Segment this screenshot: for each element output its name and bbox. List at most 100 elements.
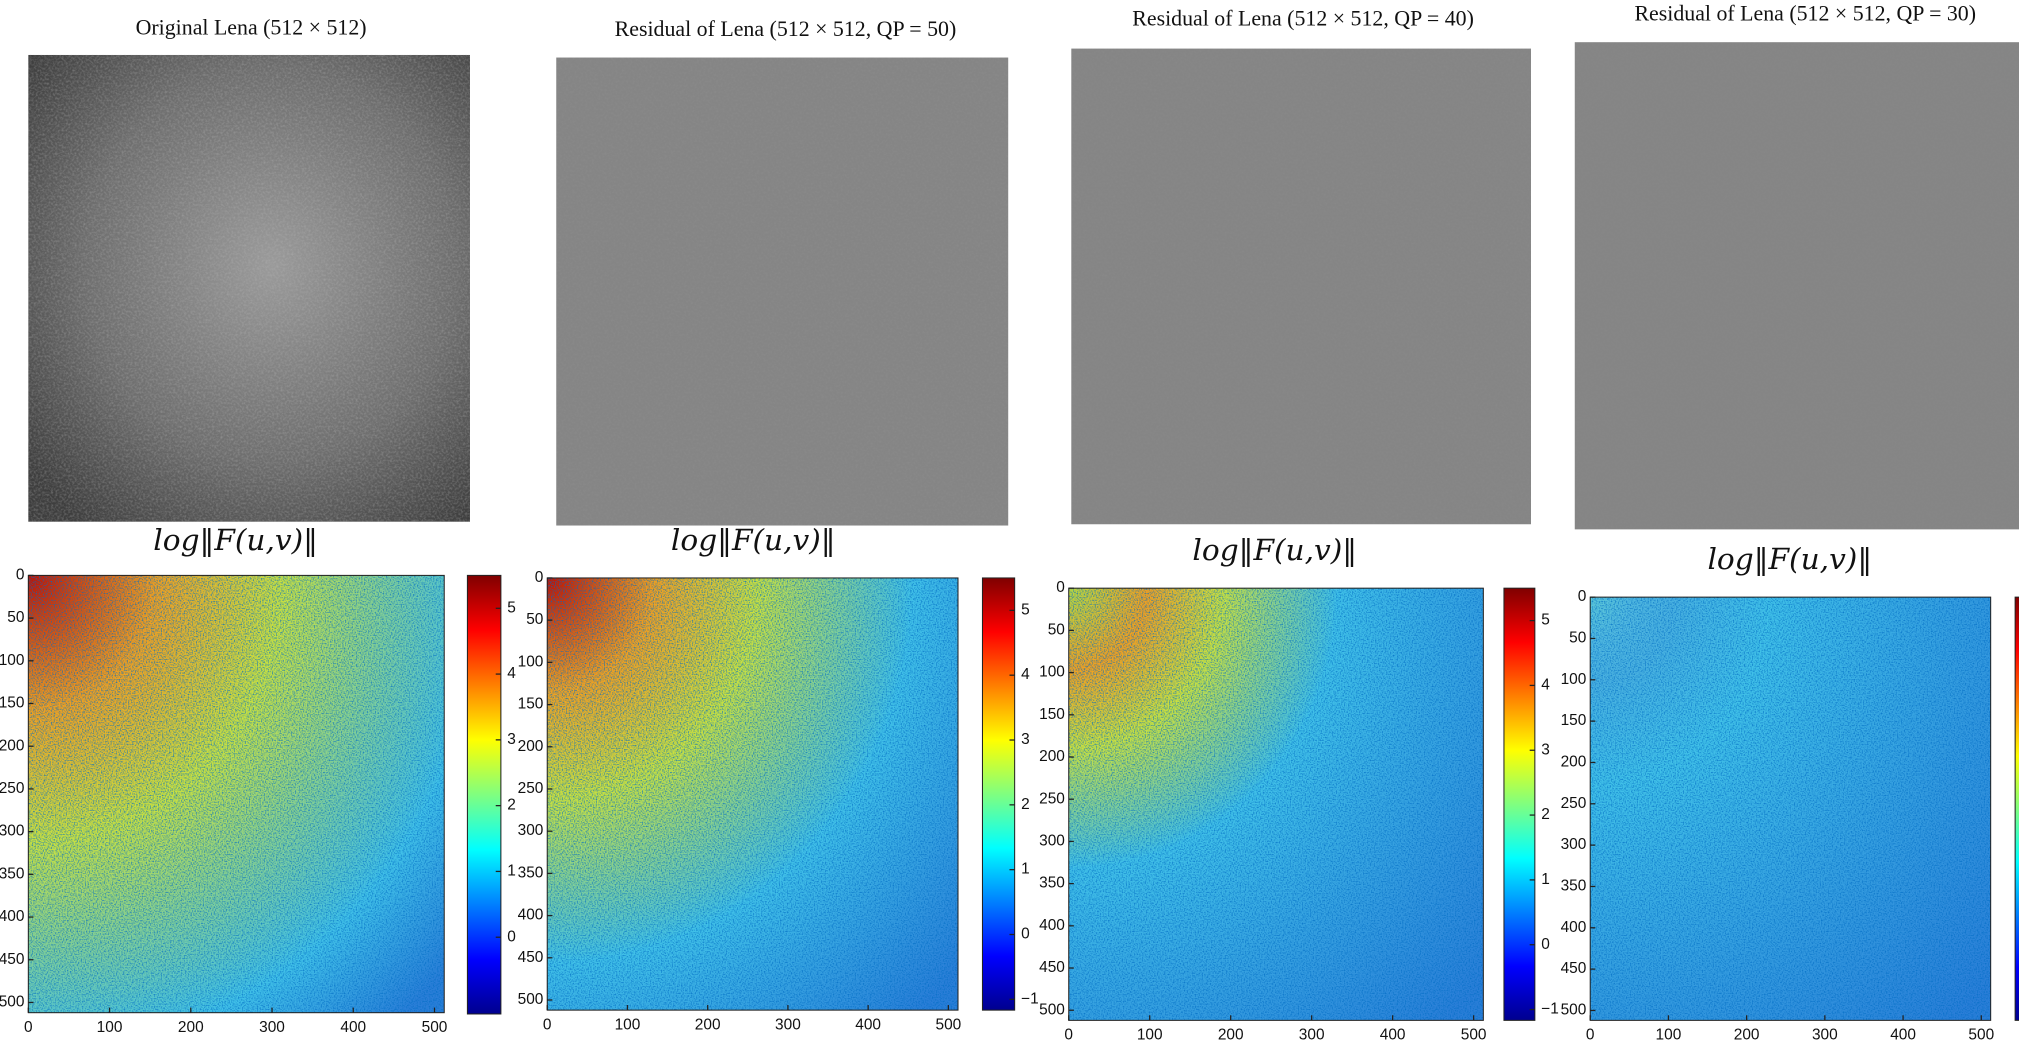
x-tick-label: 500: [1968, 1027, 1994, 1044]
y-tick-label: 200: [518, 738, 544, 755]
image-texture: [556, 57, 1009, 526]
y-tick-label: 0: [1056, 579, 1065, 596]
image-texture: [1071, 48, 1531, 525]
spectrum-title: log‖F(u,v)‖: [153, 523, 318, 557]
y-tick-label: 50: [526, 611, 543, 628]
y-tick-label: 50: [1569, 630, 1586, 647]
heatmap-frame: [1068, 587, 1484, 1021]
y-tick-label: 400: [1561, 919, 1587, 936]
colorbar-tick-label: 5: [1541, 612, 1550, 629]
x-tick-label: 0: [1586, 1027, 1595, 1044]
colorbar-tick-label: 4: [1021, 666, 1030, 683]
y-tick-label: 450: [1039, 959, 1065, 976]
x-tick-label: 100: [97, 1019, 123, 1036]
colorbar-tick-label: 2: [1541, 806, 1550, 823]
colorbar: [466, 574, 502, 1015]
colorbar-tick-label: 3: [507, 731, 516, 748]
heatmap-frame: [1589, 596, 1992, 1021]
x-tick-label: 300: [1299, 1027, 1325, 1044]
colorbar-tick-label: 2: [1021, 796, 1030, 813]
x-tick-label: 0: [543, 1017, 552, 1034]
x-tick-label: 200: [1734, 1027, 1760, 1044]
y-tick-label: 300: [1561, 836, 1587, 853]
colorbar-tick-label: 1: [1541, 871, 1550, 888]
colorbar-tick-label: −1: [1021, 990, 1039, 1007]
colorbar-tick-label: 4: [1541, 677, 1550, 694]
x-tick-label: 400: [855, 1017, 881, 1034]
colorbar-tick-label: 2: [507, 797, 516, 814]
y-tick-label: 0: [1578, 588, 1587, 605]
colorbar-tick-label: 1: [507, 863, 516, 880]
colorbar-tick-label: 3: [1021, 731, 1030, 748]
panel-title: Residual of Lena (512 × 512, QP = 50): [615, 17, 957, 41]
y-tick-label: 500: [1561, 1002, 1587, 1019]
heatmap-noise: [28, 575, 445, 1013]
y-tick-label: 500: [0, 994, 24, 1011]
x-tick-label: 300: [1812, 1027, 1838, 1044]
y-tick-label: 200: [1039, 748, 1065, 765]
heatmap-noise: [547, 577, 958, 1011]
y-tick-label: 350: [518, 864, 544, 881]
y-tick-label: 450: [0, 951, 24, 968]
y-tick-label: 250: [0, 780, 24, 797]
y-tick-label: 150: [0, 695, 24, 712]
x-tick-label: 500: [1461, 1027, 1487, 1044]
y-tick-label: 250: [1039, 790, 1065, 807]
y-tick-label: 350: [0, 865, 24, 882]
y-tick-label: 50: [1048, 621, 1065, 638]
y-tick-label: 300: [0, 823, 24, 840]
y-tick-label: 300: [518, 822, 544, 839]
x-tick-label: 0: [1064, 1027, 1073, 1044]
y-tick-label: 250: [1561, 795, 1587, 812]
x-tick-label: 500: [422, 1019, 448, 1036]
image-texture: [28, 54, 470, 522]
x-tick-label: 300: [775, 1017, 801, 1034]
heatmap-frame: [27, 574, 445, 1014]
image-texture: [1574, 42, 2019, 530]
y-tick-label: 0: [535, 569, 544, 586]
y-tick-label: 250: [518, 780, 544, 797]
y-tick-label: 300: [1039, 833, 1065, 850]
panel-title: Residual of Lena (512 × 512, QP = 40): [1132, 7, 1474, 31]
spectrum-title: log‖F(u,v)‖: [1192, 533, 1357, 567]
x-tick-label: 400: [1890, 1027, 1916, 1044]
y-tick-label: 100: [518, 653, 544, 670]
panel-title: Original Lena (512 × 512): [136, 16, 367, 40]
spectrum-title: log‖F(u,v)‖: [1707, 542, 1872, 576]
y-tick-label: 150: [1039, 706, 1065, 723]
panel-title: Residual of Lena (512 × 512, QP = 30): [1634, 2, 1976, 26]
spectrum-title: log‖F(u,v)‖: [671, 523, 836, 557]
x-tick-label: 300: [259, 1019, 285, 1036]
y-tick-label: 200: [0, 737, 24, 754]
x-tick-label: 400: [340, 1019, 366, 1036]
colorbar: [2014, 596, 2019, 1021]
colorbar-tick-label: 4: [507, 665, 516, 682]
y-tick-label: 200: [1561, 754, 1587, 771]
y-tick-label: 350: [1561, 878, 1587, 895]
y-tick-label: 50: [7, 609, 24, 626]
x-tick-label: 100: [1137, 1027, 1163, 1044]
colorbar-tick-label: 0: [1021, 926, 1030, 943]
colorbar-tick-label: 5: [1021, 601, 1030, 618]
y-tick-label: 0: [16, 566, 25, 583]
x-tick-label: 200: [1218, 1027, 1244, 1044]
y-tick-label: 150: [1561, 712, 1587, 729]
y-tick-label: 500: [518, 991, 544, 1008]
y-tick-label: 400: [1039, 917, 1065, 934]
y-tick-label: 100: [1039, 664, 1065, 681]
heatmap-frame: [546, 577, 959, 1011]
colorbar-tick-label: 0: [1541, 936, 1550, 953]
colorbar-tick-label: 1: [1021, 861, 1030, 878]
y-tick-label: 400: [0, 908, 24, 925]
colorbar-tick-label: 0: [507, 928, 516, 945]
y-tick-label: 400: [518, 907, 544, 924]
heatmap-noise: [1068, 588, 1484, 1021]
y-tick-label: 100: [0, 652, 24, 669]
y-tick-label: 450: [518, 949, 544, 966]
x-tick-label: 100: [1656, 1027, 1682, 1044]
colorbar-tick-label: 5: [507, 599, 516, 616]
heatmap-noise: [1590, 597, 1991, 1021]
y-tick-label: 100: [1561, 671, 1587, 688]
